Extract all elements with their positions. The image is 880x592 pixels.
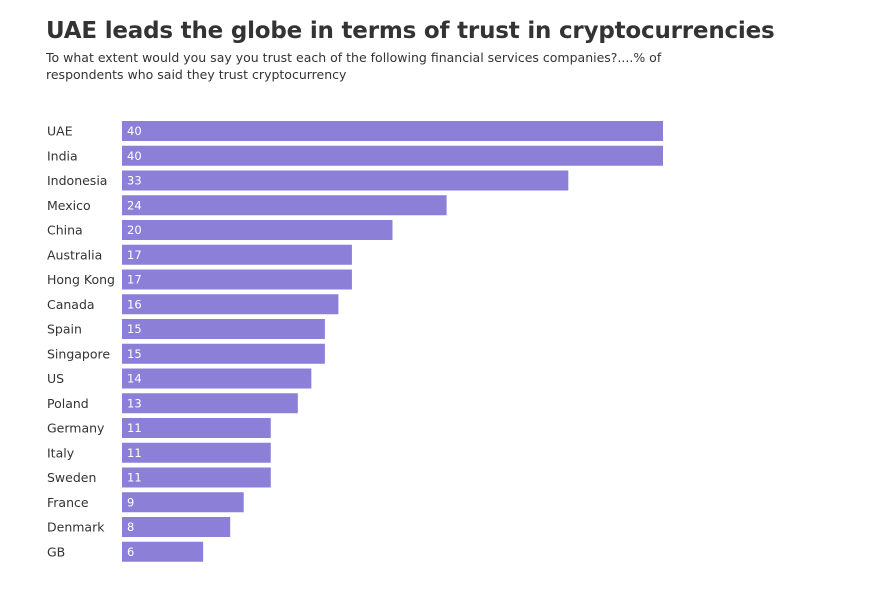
category-label-canada: Canada	[47, 297, 95, 312]
bar-uae	[122, 121, 663, 141]
category-label-mexico: Mexico	[47, 198, 91, 213]
bar-mexico	[122, 195, 447, 216]
bar-italy	[122, 442, 271, 463]
category-label-china: China	[47, 223, 83, 238]
value-label-mexico: 24	[127, 198, 142, 212]
category-label-indonesia: Indonesia	[47, 173, 107, 188]
category-label-uae: UAE	[47, 124, 73, 139]
value-label-canada: 16	[127, 297, 142, 311]
category-label-france: France	[47, 495, 89, 510]
category-label-gb: GB	[47, 544, 65, 559]
category-label-sweden: Sweden	[47, 470, 96, 485]
category-label-denmark: Denmark	[47, 520, 105, 535]
chart-title: UAE leads the globe in terms of trust in…	[46, 18, 775, 44]
bar-canada	[122, 294, 339, 315]
value-label-us: 14	[127, 372, 142, 386]
value-label-italy: 11	[127, 446, 142, 460]
category-label-italy: Italy	[47, 445, 75, 460]
value-label-denmark: 8	[127, 520, 134, 534]
value-label-india: 40	[127, 149, 142, 163]
category-label-australia: Australia	[47, 247, 102, 262]
bar-us	[122, 368, 312, 389]
category-labels: UAE India Indonesia Mexico China Australia Hon…	[47, 124, 115, 560]
category-label-hong-kong: Hong Kong	[47, 272, 115, 287]
value-label-australia: 17	[127, 248, 142, 262]
category-label-us: US	[47, 371, 64, 386]
bar-india	[122, 145, 663, 166]
category-label-germany: Germany	[47, 421, 105, 436]
value-label-germany: 11	[127, 421, 142, 435]
bar-singapore	[122, 343, 325, 364]
value-label-singapore: 15	[127, 347, 142, 361]
value-label-hong-kong: 17	[127, 273, 142, 287]
value-labels: 40 40 33 24 20 17 17 16 15 15 14 13 11 11 11 9 8 6	[127, 124, 142, 559]
value-label-indonesia: 33	[127, 174, 142, 188]
bar-spain	[122, 319, 325, 339]
bar-australia	[122, 244, 352, 265]
value-label-sweden: 11	[127, 471, 142, 485]
category-label-poland: Poland	[47, 396, 89, 411]
bar-france	[122, 492, 244, 513]
category-label-singapore: Singapore	[47, 346, 110, 361]
value-label-uae: 40	[127, 124, 142, 138]
bar-sweden	[122, 467, 271, 488]
bar-gb	[122, 541, 204, 562]
chart-subtitle: To what extent would you say you trust e…	[46, 50, 662, 82]
bars	[122, 121, 663, 562]
value-label-france: 9	[127, 495, 134, 509]
category-label-india: India	[47, 148, 78, 163]
category-label-spain: Spain	[47, 322, 82, 337]
bar-indonesia	[122, 170, 569, 191]
bar-poland	[122, 393, 298, 414]
bar-germany	[122, 418, 271, 438]
bar-denmark	[122, 517, 231, 537]
value-label-gb: 6	[127, 545, 134, 559]
bar-china	[122, 220, 393, 240]
bar-hong-kong	[122, 269, 352, 290]
value-label-china: 20	[127, 223, 142, 237]
value-label-spain: 15	[127, 322, 142, 336]
value-label-poland: 13	[127, 396, 142, 410]
